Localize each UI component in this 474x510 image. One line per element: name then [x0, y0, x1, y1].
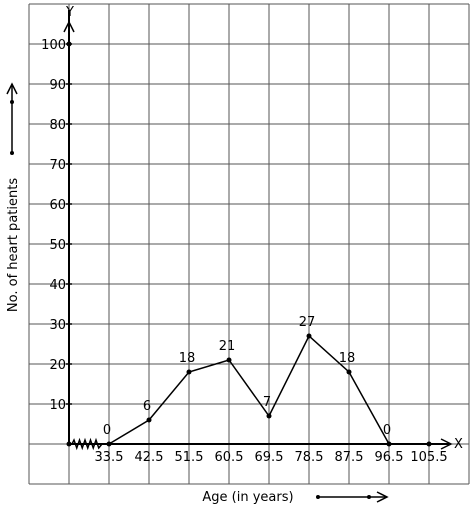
x-axis-label: Age (in years)	[202, 490, 293, 505]
y-top-point	[66, 41, 72, 47]
data-point	[186, 369, 192, 375]
y-tick-label: 30	[49, 318, 66, 333]
data-point	[386, 441, 392, 447]
data-label: 6	[143, 399, 151, 414]
y-tick-label: 50	[49, 238, 66, 253]
x-tick-label: 96.5	[375, 450, 404, 465]
x-tick-label: 51.5	[175, 450, 204, 465]
data-point	[106, 441, 112, 447]
x-tick-label: 33.5	[95, 450, 124, 465]
data-label: 18	[179, 351, 196, 366]
data-point	[346, 369, 352, 375]
data-point	[306, 333, 312, 339]
data-point	[266, 413, 272, 419]
data-label: 7	[263, 395, 271, 410]
x-axis	[69, 438, 453, 450]
y-tick-labels: 10 20 30 40 50 60 70 80 90 100	[41, 38, 72, 413]
data-label: 21	[219, 339, 236, 354]
side-arrow-vertical-dot	[10, 100, 14, 104]
origin-point	[66, 441, 72, 447]
data-series: 0 6 18 21 7 27 18 0	[103, 315, 432, 447]
x-tick-labels: 33.5 42.5 51.5 60.5 69.5 78.5 87.5 96.5 105.5	[95, 450, 448, 465]
y-axis-arrow	[63, 20, 75, 33]
y-tick-label: 20	[49, 358, 66, 373]
x-tick-label: 78.5	[295, 450, 324, 465]
y-tick-label: 60	[49, 198, 66, 213]
x-tick-label: 42.5	[135, 450, 164, 465]
x-tick-label: 60.5	[215, 450, 244, 465]
y-axis-label: No. of heart patients	[6, 178, 21, 312]
data-label: 27	[299, 315, 316, 330]
y-tick-label: 10	[49, 398, 66, 413]
y-tick-label: 90	[49, 78, 66, 93]
data-label: 0	[383, 423, 391, 438]
data-label: 18	[339, 351, 356, 366]
side-arrow-horizontal-dot	[367, 495, 371, 499]
side-arrow-horizontal-head	[376, 491, 389, 503]
y-tick-label: 70	[49, 158, 66, 173]
x-tick-label: 105.5	[410, 450, 447, 465]
data-point	[226, 357, 232, 363]
side-arrow-horizontal-dot	[316, 495, 320, 499]
side-arrow-vertical-head	[6, 82, 18, 95]
y-tick-label: 40	[49, 278, 66, 293]
data-point	[146, 417, 152, 423]
y-axis-name: Y	[65, 5, 74, 20]
x-axis-arrow	[440, 438, 453, 450]
decorations	[6, 82, 389, 503]
y-tick-label: 100	[41, 38, 66, 53]
x-tick-label: 69.5	[255, 450, 284, 465]
side-arrow-vertical-dot	[10, 151, 14, 155]
x-axis-name: X	[454, 437, 463, 452]
x-tick-label: 87.5	[335, 450, 364, 465]
grid	[28, 3, 470, 485]
y-tick-label: 80	[49, 118, 66, 133]
series-line	[108, 334, 390, 445]
axis-break-zigzag	[71, 437, 103, 451]
data-label: 0	[103, 423, 111, 438]
y-axis	[63, 10, 75, 444]
data-point	[426, 441, 432, 447]
